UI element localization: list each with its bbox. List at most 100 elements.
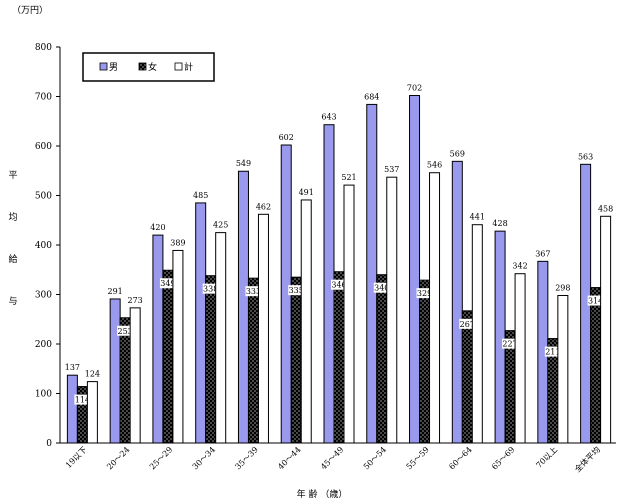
legend-label-total: 計 [184,61,193,73]
x-axis-title: 年 齢 （歳） [297,488,348,500]
bar-female [162,269,174,444]
bar-female [119,317,131,444]
y-tick-label: 600 [35,142,52,152]
data-label-male: 420 [150,223,165,232]
data-label-total: 441 [470,213,485,222]
data-label-female: 340 [374,284,389,293]
bar-total [471,224,483,444]
bar-female [419,279,431,444]
data-label-male: 485 [193,191,208,200]
data-label-male: 702 [407,84,422,93]
y-axis-title-char: 与 [8,296,17,307]
data-label-bg [245,286,262,297]
data-label-bg [544,346,561,357]
y-tick-label: 100 [35,390,52,400]
data-label-male: 684 [364,92,379,101]
bar-male [195,202,207,444]
data-label-male: 549 [236,159,251,168]
bar-male [494,230,506,444]
bar-total [429,172,441,444]
data-label-bg [373,282,390,293]
data-label-female: 349 [160,279,175,288]
y-axis-ticks: 0 100 200 300 400 500 600 700 800 [35,43,60,449]
bar-female [290,276,302,444]
data-label-male: 643 [321,113,336,122]
bar-female [590,287,602,444]
data-label-female: 267 [460,320,475,329]
data-label-male: 563 [578,152,593,161]
x-tick-label: 70以上 [534,445,559,470]
bar-male [66,374,78,444]
bars: 137 114 124 291 253 273 420 349 389 485 338 425 549 3… [65,84,613,444]
data-label-bg [159,278,176,289]
data-label-bg [459,318,476,329]
bar-female [461,310,473,444]
bar-total [86,381,98,444]
data-label-bg [117,325,134,336]
x-tick-label: 30～34 [191,445,217,471]
x-tick-label: 50～54 [362,445,388,471]
data-label-bg [331,279,347,290]
bar-total [557,294,569,444]
data-label-total: 425 [213,221,228,230]
legend-label-female: 女 [148,61,157,73]
bar-female [205,275,217,444]
legend: 男 女 計 [82,52,215,82]
data-label-total: 521 [341,173,356,182]
x-tick-label: 40～44 [276,445,302,471]
y-tick-label: 500 [35,192,52,202]
data-label-female: 253 [118,327,133,336]
bar-male [451,160,463,444]
data-label-female: 338 [203,285,218,294]
data-label-male: 137 [65,363,80,372]
data-label-male: 291 [108,287,123,296]
data-label-female: 227 [502,340,517,349]
data-label-female: 211 [545,348,560,357]
data-label-total: 298 [555,283,570,292]
data-label-bg [502,338,519,349]
bar-total [300,199,312,444]
data-label-total: 342 [512,262,527,271]
bar-male [109,298,121,444]
bar-total [600,215,612,444]
bar-total [129,307,141,444]
x-axis-labels: 19以下 20～24 25～29 30～34 35～39 40～44 45～49 50～54 5… [64,444,602,474]
legend-swatch-male [99,62,108,71]
bar-male [237,170,249,444]
data-label-female: 346 [331,281,346,290]
y-tick-label: 200 [35,340,52,350]
x-tick-label: 55～59 [405,445,431,471]
data-label-total: 389 [170,238,185,247]
y-tick-label: 300 [35,291,52,301]
data-label-bg [416,288,433,299]
bar-female [333,271,345,444]
x-tick-label: 45～49 [319,445,345,471]
x-tick-label: 35～39 [233,445,259,471]
data-label-female: 114 [75,396,90,405]
bar-female [247,277,259,444]
unit-label: （万円） [12,5,48,16]
data-label-total: 537 [384,165,399,174]
legend-label-male: 男 [109,62,118,73]
y-tick-label: 0 [46,439,52,449]
bar-male [152,234,164,444]
data-label-bg [587,295,604,306]
data-label-total: 273 [128,296,143,305]
data-label-bg [202,283,219,294]
bar-total [172,249,184,444]
data-label-male: 367 [535,249,550,258]
data-label-female: 329 [417,289,432,298]
data-label-male: 569 [450,149,465,158]
legend-swatch-female [138,62,147,71]
data-label-bg [74,394,91,405]
data-label-total: 546 [427,161,442,170]
y-tick-label: 800 [35,43,52,53]
data-label-male: 428 [492,219,507,228]
data-label-total: 462 [256,202,271,211]
bar-male [409,95,421,444]
legend-swatch-total [174,62,183,71]
x-tick-label: 25～29 [148,445,174,471]
data-label-total: 491 [299,188,314,197]
